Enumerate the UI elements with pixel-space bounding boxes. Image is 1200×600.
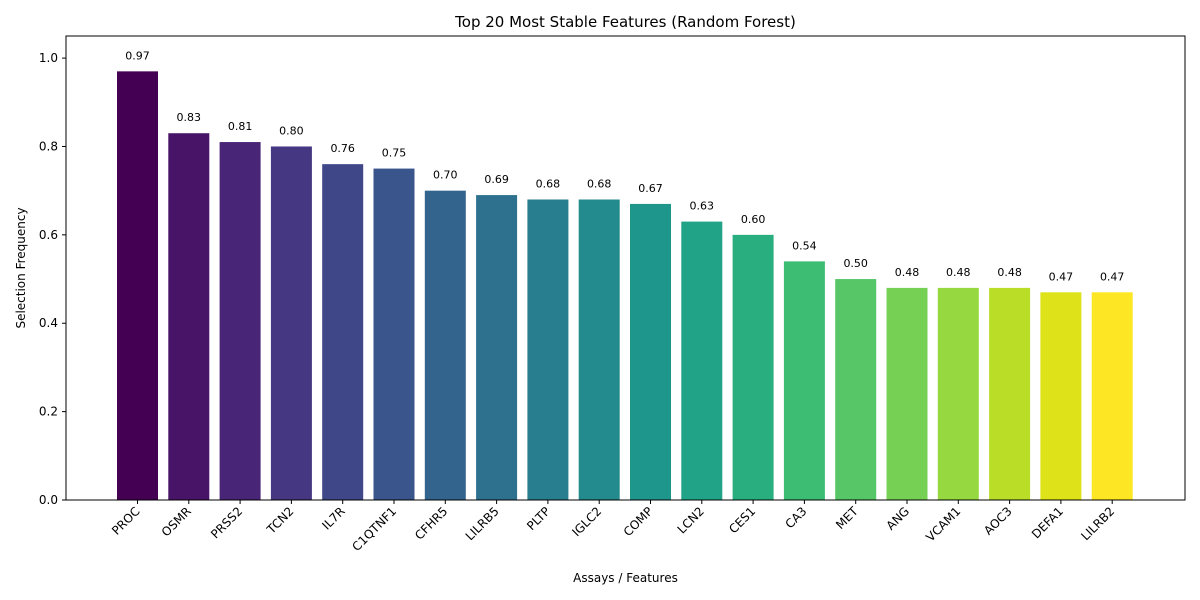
data-label: 0.80 (279, 124, 304, 137)
chart-title: Top 20 Most Stable Features (Random Fore… (454, 13, 796, 31)
bar-lilrb2 (1091, 292, 1133, 500)
data-label: 0.63 (690, 200, 715, 213)
bar-met (835, 279, 877, 500)
x-tick-label: COMP (621, 504, 656, 539)
bar-cfhr5 (424, 190, 466, 500)
bar-il7r (322, 164, 364, 500)
x-tick-label: DEFA1 (1029, 504, 1066, 541)
bar-tcn2 (270, 146, 312, 500)
x-tick-label: PRSS2 (208, 504, 245, 541)
x-tick-label: IGLC2 (569, 504, 604, 539)
data-label: 0.69 (484, 173, 509, 186)
bar-proc (117, 71, 158, 500)
x-tick-label: ANG (883, 504, 912, 533)
data-label: 0.48 (946, 266, 971, 279)
y-tick-label: 0.6 (39, 228, 58, 242)
bar-defa1 (1040, 292, 1082, 500)
x-tick-label: LILRB2 (1078, 504, 1117, 543)
bar-ces1 (732, 234, 774, 500)
x-tick-label: CFHR5 (412, 504, 450, 542)
x-tick-label: LCN2 (675, 504, 707, 536)
data-label: 0.47 (1049, 270, 1074, 283)
data-label: 0.76 (330, 142, 355, 155)
bar-comp (630, 203, 671, 500)
bar-aoc3 (989, 287, 1031, 500)
x-tick-label: TCN2 (264, 504, 297, 537)
x-tick-label: VCAM1 (923, 504, 963, 544)
x-axis-ticks: PROC OSMR PRSS2 TCN2 IL7R C1QTNF1 CFHR5 LILRB5 P… (109, 500, 1117, 554)
x-tick-label: MET (833, 504, 861, 532)
data-label: 0.75 (382, 147, 407, 160)
x-tick-label: AOC3 (981, 504, 1015, 538)
data-label: 0.54 (792, 239, 817, 252)
y-axis-title: Selection Frequency (14, 207, 28, 328)
bar-ang (886, 287, 928, 500)
y-tick-label: 0.8 (39, 139, 58, 153)
bar-vcam1 (937, 287, 979, 500)
y-tick-label: 1.0 (39, 51, 58, 65)
data-label: 0.47 (1100, 270, 1125, 283)
bars-group (117, 71, 1133, 501)
x-tick-label: PLTP (524, 504, 553, 533)
y-axis-ticks: 0.0 0.2 0.4 0.6 0.8 1.0 (39, 51, 66, 507)
plot-frame (65, 35, 1186, 501)
bar-c1qtnf1 (373, 168, 415, 501)
y-tick-label: 0.2 (39, 405, 58, 419)
x-tick-label: PROC (109, 504, 143, 538)
y-tick-label: 0.4 (39, 316, 58, 330)
bar-lcn2 (681, 221, 723, 500)
y-tick-label: 0.0 (39, 493, 58, 507)
x-tick-label: IL7R (319, 504, 347, 532)
data-label: 0.50 (843, 257, 868, 270)
data-label: 0.68 (536, 178, 561, 191)
data-label: 0.83 (177, 111, 202, 124)
x-tick-label: CES1 (726, 504, 758, 536)
data-label: 0.48 (997, 266, 1022, 279)
data-label: 0.60 (741, 213, 766, 226)
x-tick-label: C1QTNF1 (349, 504, 399, 554)
data-label: 0.81 (228, 120, 253, 133)
bar-prss2 (219, 142, 261, 501)
data-label: 0.68 (587, 178, 612, 191)
bar-osmr (168, 133, 210, 500)
x-tick-label: CA3 (782, 504, 809, 531)
bar-lilrb5 (476, 195, 518, 501)
data-label: 0.48 (895, 266, 920, 279)
x-tick-label: LILRB5 (463, 504, 502, 543)
data-label: 0.67 (638, 182, 663, 195)
data-labels-group: 0.97 0.83 0.81 0.80 0.76 0.75 0.70 0.69 0.68 0.68… (125, 49, 1124, 283)
bar-ca3 (783, 261, 825, 500)
bar-pltp (527, 199, 569, 500)
bar-iglc2 (578, 199, 620, 500)
data-label: 0.70 (433, 169, 458, 182)
x-axis-title: Assays / Features (573, 571, 678, 585)
data-label: 0.97 (125, 49, 150, 62)
x-tick-label: OSMR (159, 504, 194, 539)
